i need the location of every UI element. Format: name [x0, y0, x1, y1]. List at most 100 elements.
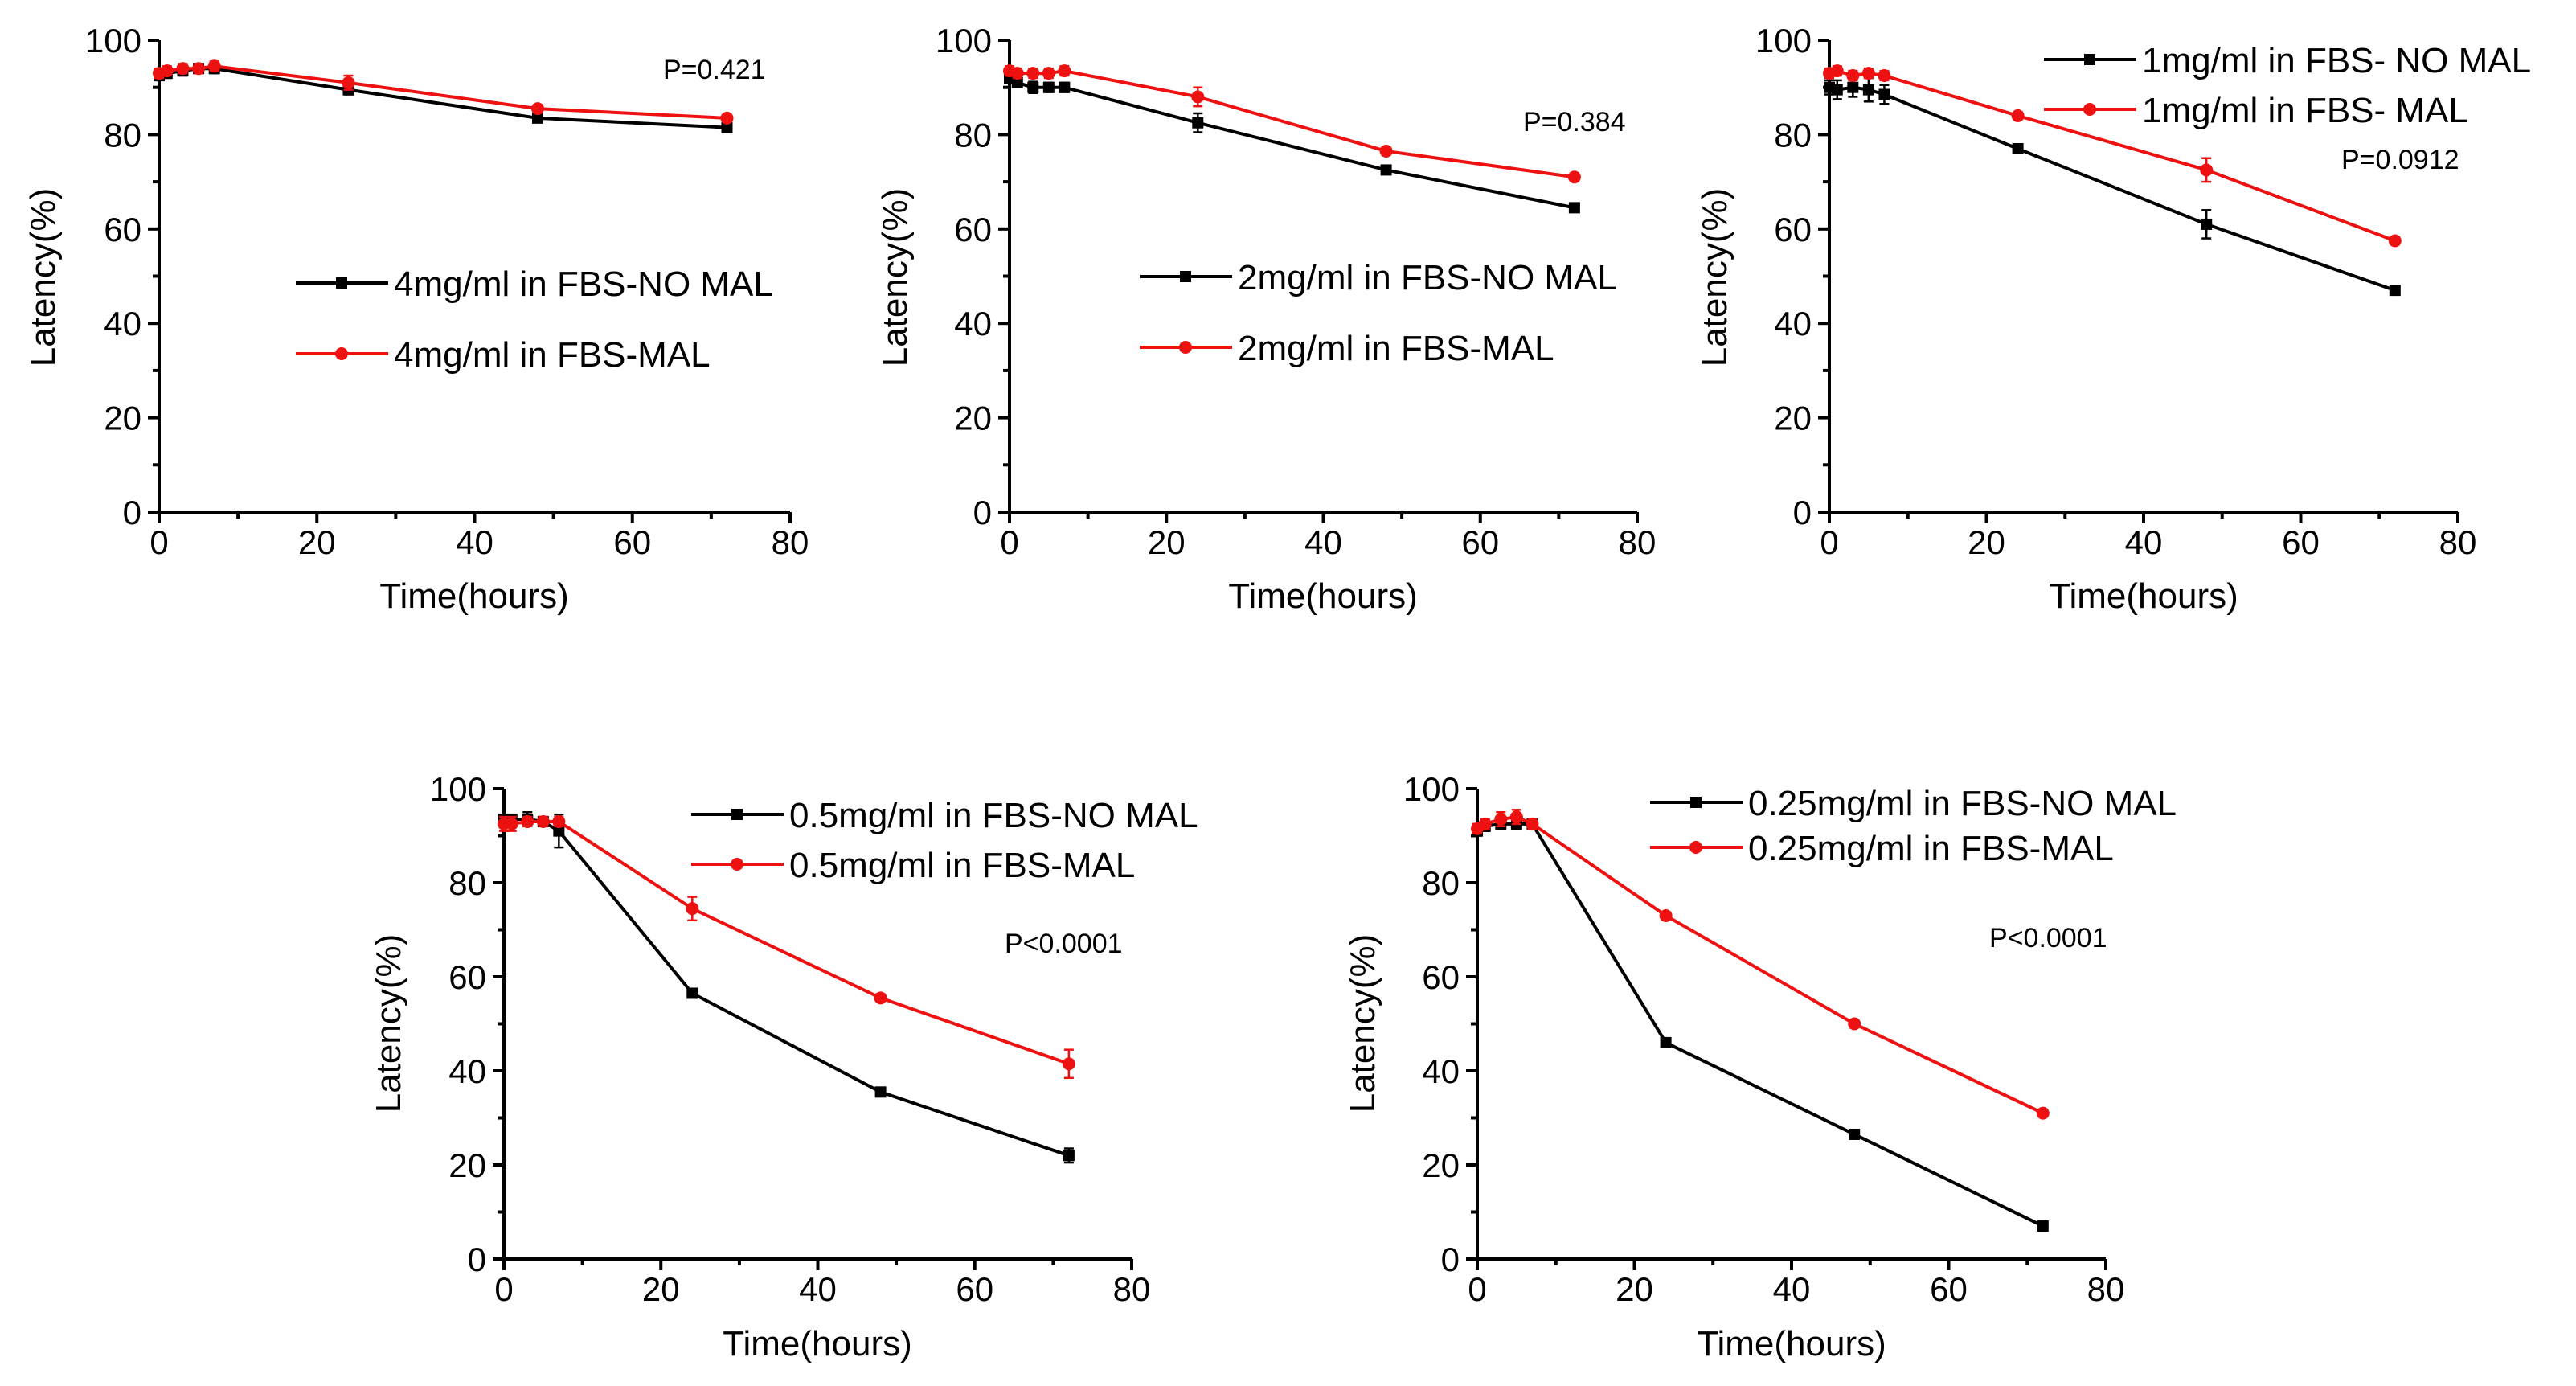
y-axis-label: Latency(%)	[1343, 934, 1382, 1113]
series-1	[1004, 72, 1580, 214]
series-line	[1008, 76, 1575, 210]
p-value-annotation: P<0.0001	[1989, 923, 2107, 953]
legend-marker	[2084, 54, 2095, 65]
data-point	[1063, 1150, 1075, 1162]
y-tick-label: 100	[1755, 22, 1812, 59]
y-tick-label: 20	[1422, 1146, 1460, 1184]
legend-marker	[731, 858, 743, 871]
x-tick-label: 60	[613, 523, 651, 561]
data-point	[2036, 1106, 2050, 1120]
legend-label: 4mg/ml in FBS-MAL	[394, 335, 711, 375]
legend-marker	[1179, 341, 1192, 354]
legend-marker	[335, 347, 348, 360]
data-point	[2037, 1220, 2049, 1232]
data-point	[1027, 81, 1039, 93]
series-line	[1009, 69, 1575, 179]
y-tick-label: 60	[448, 958, 486, 996]
data-point	[1058, 64, 1071, 78]
y-tick-label: 0	[468, 1240, 486, 1278]
y-tick-label: 100	[85, 22, 141, 59]
series-2	[1823, 64, 2402, 248]
data-point	[160, 64, 174, 78]
data-point	[1659, 908, 1673, 922]
legend-marker	[2083, 103, 2096, 116]
data-point	[1847, 81, 1859, 93]
y-tick-label: 80	[1422, 864, 1460, 902]
legend-label: 0.5mg/ml in FBS-NO MAL	[789, 796, 1198, 835]
x-tick-label: 40	[1773, 1270, 1811, 1308]
x-tick-label: 0	[1820, 523, 1838, 561]
x-tick-label: 60	[2282, 523, 2320, 561]
data-point	[1567, 170, 1581, 184]
y-axis-label: Latency(%)	[23, 188, 63, 367]
y-tick-label: 80	[1774, 116, 1812, 154]
chart-panel-3: 0 20 40 60 80 0 20 40 60 80 100 Time(hours) Latency(…	[1695, 22, 2531, 616]
data-point	[342, 76, 355, 89]
data-point	[1848, 1017, 1861, 1031]
x-tick-label: 40	[456, 523, 493, 561]
data-point	[1380, 164, 1392, 176]
x-tick-label: 40	[1304, 523, 1342, 561]
data-point	[2389, 285, 2401, 297]
data-point	[207, 59, 221, 73]
y-tick-label: 0	[123, 494, 141, 531]
legend-marker	[731, 809, 743, 820]
data-point	[686, 987, 698, 999]
y-tick-label: 60	[104, 211, 141, 248]
p-value-annotation: P=0.384	[1523, 107, 1626, 137]
chart-panel-4: 0 20 40 60 80 0 20 40 60 80 100 Time(hours) Latency(…	[369, 770, 1198, 1363]
y-tick-label: 80	[104, 116, 141, 154]
data-point	[686, 902, 699, 916]
data-point	[1526, 817, 1539, 830]
x-axis-label: Time(hours)	[723, 1324, 912, 1363]
x-tick-label: 0	[1000, 523, 1018, 561]
y-axis-label: Latency(%)	[875, 188, 915, 367]
legend-label: 0.25mg/ml in FBS-MAL	[1748, 829, 2114, 868]
legend-label: 0.25mg/ml in FBS-NO MAL	[1748, 784, 2177, 823]
data-point	[1011, 76, 1023, 88]
legend-label: 2mg/ml in FBS-NO MAL	[1238, 258, 1617, 297]
y-tick-label: 20	[1774, 400, 1812, 437]
x-tick-label: 40	[799, 1270, 837, 1308]
series-line	[158, 67, 727, 129]
legend-label: 1mg/ml in FBS- NO MAL	[2142, 41, 2531, 80]
y-axis-label: Latency(%)	[369, 934, 408, 1113]
data-point	[1042, 67, 1055, 80]
y-tick-label: 40	[954, 305, 992, 342]
y-tick-label: 40	[1774, 305, 1812, 342]
data-point	[1878, 88, 1890, 100]
x-tick-label: 20	[298, 523, 336, 561]
data-point	[1846, 69, 1860, 83]
data-point	[2012, 143, 2024, 155]
series-2	[153, 59, 734, 125]
data-point	[1494, 813, 1508, 826]
data-point	[531, 102, 544, 116]
y-tick-label: 0	[1793, 494, 1812, 531]
p-value-annotation: P<0.0001	[1005, 929, 1123, 959]
y-tick-label: 60	[954, 211, 992, 248]
data-point	[1861, 67, 1875, 80]
data-point	[2011, 109, 2025, 122]
data-point	[1379, 144, 1393, 158]
x-tick-label: 60	[1461, 523, 1499, 561]
data-point	[521, 814, 534, 828]
chart-panel-1: 0 20 40 60 80 0 20 40 60 80 100 Time(hours) Latency(…	[23, 22, 809, 616]
data-point	[505, 817, 518, 830]
x-tick-label: 40	[2125, 523, 2163, 561]
data-point	[1026, 67, 1040, 80]
data-point	[1062, 1057, 1075, 1071]
chart-panel-5: 0 20 40 60 80 0 20 40 60 80 100 Time(hours) Latency(…	[1343, 770, 2177, 1363]
legend-label: 0.5mg/ml in FBS-MAL	[789, 846, 1135, 885]
x-tick-label: 0	[149, 523, 168, 561]
legend-label: 1mg/ml in FBS- MAL	[2142, 91, 2468, 130]
x-tick-label: 20	[1616, 1270, 1653, 1308]
series-2	[498, 814, 1075, 1080]
x-axis-label: Time(hours)	[2049, 576, 2238, 616]
x-tick-label: 0	[494, 1270, 513, 1308]
y-tick-label: 40	[104, 305, 141, 342]
data-point	[176, 62, 190, 76]
series-1	[1472, 818, 2049, 1232]
data-point	[720, 111, 734, 125]
data-point	[874, 1086, 887, 1098]
y-tick-label: 20	[954, 400, 992, 437]
